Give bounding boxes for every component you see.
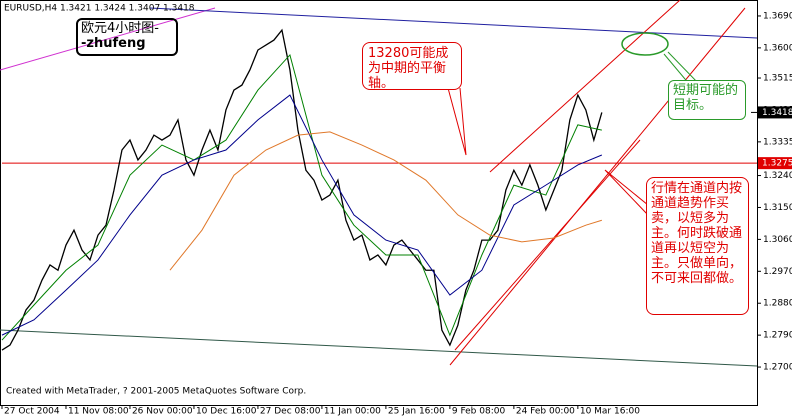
trend-line [149,7,758,39]
y-tick-label: 1.3690 [763,11,792,21]
title-box: 欧元4小时图- -zhufeng [76,18,178,56]
channel-note: 行情在通道内按通道趋势作买卖，以短多为主。何时跌破通道再以短空为主。只做单向，不… [646,177,749,315]
y-tick-label: 1.3335 [763,137,792,147]
callout-tail [604,169,649,216]
target-ellipse [621,32,669,56]
level-label-bg [758,157,792,170]
title-line: -zhufeng [81,36,146,51]
channel-line [489,0,681,173]
callout-tail [447,87,467,156]
last-price-label: 1.3418 [762,108,792,118]
y-tick-label: 1.3060 [763,235,792,245]
y-tick-label: 1.3240 [763,171,792,181]
axis-note: 13280可能成为中期的平衡轴。 [362,42,462,91]
y-tick-label: 1.3150 [763,203,792,213]
x-tick-label: 10 Dec 16:00 [196,407,257,416]
trend-line [0,329,758,367]
y-tick-label: 1.2790 [763,331,792,341]
x-tick-label: 24 Feb 00:00 [516,407,575,416]
y-tick-label: 1.2700 [763,363,792,373]
x-tick-label: 27 Oct 2004 [4,407,60,416]
y-tick-label: 1.2880 [763,299,792,309]
x-tick-label: 26 Nov 00:00 [132,407,193,416]
x-tick-label: 11 Jan 00:00 [324,407,381,416]
trend-line [0,7,216,71]
level-label: 1.3275 [762,159,792,169]
price-line [1,94,603,336]
x-tick-label: 11 Nov 08:00 [68,407,129,416]
x-tick-label: 9 Feb 08:00 [452,407,506,416]
price-line [169,131,602,271]
channel-line [449,7,746,366]
y-tick-label: 1.2970 [763,267,792,277]
price-line [1,53,602,341]
chart-info: EURUSD,H4 1.3421 1.3424 1.3407 1.3418 [4,4,195,14]
x-tick-label: 25 Jan 16:00 [388,407,445,416]
y-tick-label: 1.3600 [763,43,792,53]
last-price-bg [758,106,792,119]
y-tick-label: 1.3515 [763,74,792,84]
x-tick-label: 27 Dec 08:00 [260,407,321,416]
footer: Created with MetaTrader, ? 2001-2005 Met… [6,387,306,397]
x-tick-label: 10 Mar 16:00 [580,407,640,416]
title-line: 欧元4小时图- [81,21,159,36]
target-note: 短期可能的目标。 [668,80,746,120]
